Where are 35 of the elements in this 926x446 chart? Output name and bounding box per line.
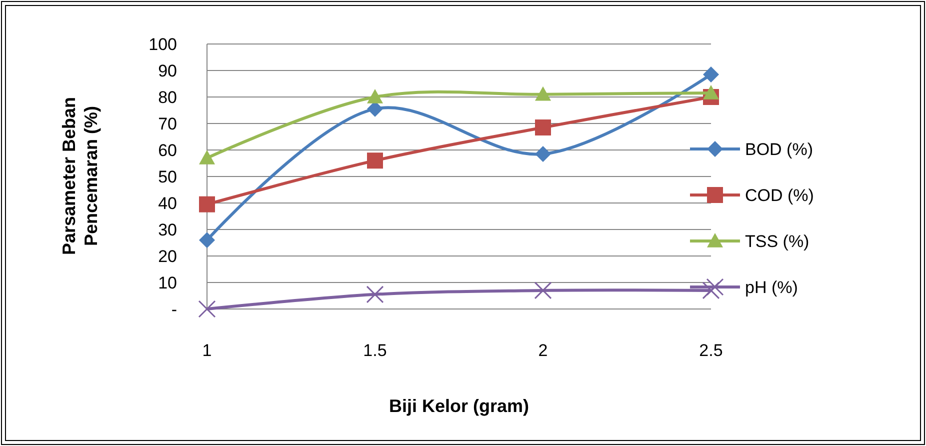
y-tick-label: 70 [158, 114, 177, 134]
y-tick-label: 100 [148, 34, 177, 54]
y-tick-label: 40 [158, 194, 177, 213]
point [199, 232, 215, 248]
point [703, 85, 719, 100]
y-tick-label: 60 [158, 140, 177, 160]
x-tick-label: 2.5 [699, 341, 723, 360]
y-tick-label: 50 [158, 167, 177, 186]
point [199, 196, 215, 212]
legend-label: COD (%) [745, 186, 814, 205]
y-tick-label: 10 [158, 273, 177, 292]
x-tick-label: 2 [538, 341, 548, 360]
point [534, 282, 552, 300]
legend-label: pH (%) [745, 278, 798, 297]
y-tick-label: 80 [158, 88, 177, 107]
y-tick-label: 30 [158, 220, 177, 240]
point [199, 150, 215, 164]
legend-label: BOD (%) [745, 140, 813, 159]
point [703, 66, 719, 82]
point [367, 152, 383, 169]
y-tick-label: 90 [158, 61, 177, 80]
x-tick-label: 1.5 [363, 341, 387, 360]
point [535, 119, 551, 136]
point [198, 300, 216, 318]
point [366, 286, 384, 304]
point [367, 89, 383, 104]
y-tick-label: - [171, 300, 177, 319]
x-tick-label: 1 [202, 341, 212, 360]
y-axis-title: Parsameter Beban Pencemaran (%) [59, 96, 101, 256]
point [702, 282, 720, 300]
y-tick-label: 20 [158, 246, 177, 266]
x-axis-title: Biji Kelor (gram) [388, 396, 530, 416]
legend-label: TSS (%) [745, 232, 810, 251]
point [535, 146, 551, 162]
point [535, 86, 551, 101]
